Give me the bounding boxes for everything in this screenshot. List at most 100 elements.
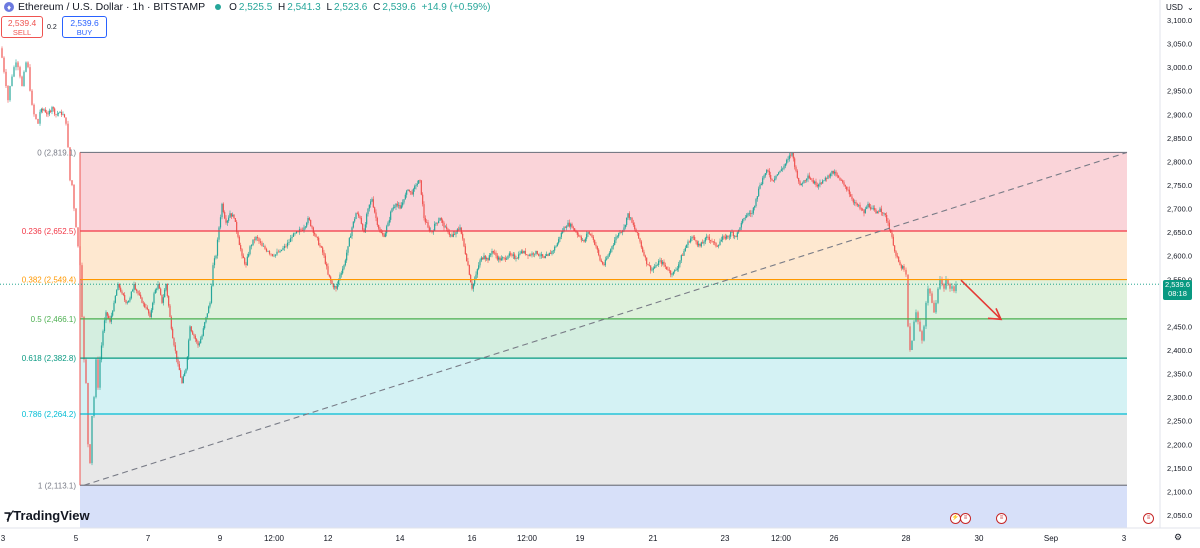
fib-fill-layer bbox=[80, 152, 1127, 528]
candle-body bbox=[704, 237, 706, 242]
candle-body bbox=[863, 210, 865, 214]
candles-layer bbox=[1, 46, 957, 466]
candle-body bbox=[760, 184, 762, 185]
candle-body bbox=[763, 175, 765, 179]
candle-body bbox=[842, 180, 844, 183]
candle-body bbox=[576, 232, 578, 235]
price-tick-label: 2,700.0 bbox=[1167, 205, 1192, 214]
candle-body bbox=[95, 359, 97, 398]
time-tick-label: 26 bbox=[830, 534, 839, 543]
candle-body bbox=[727, 235, 729, 237]
chevron-down-icon[interactable]: ⌄ bbox=[1187, 3, 1194, 12]
candle-body bbox=[595, 244, 597, 247]
candle-body bbox=[682, 255, 684, 256]
candle-body bbox=[822, 180, 824, 184]
buy-button[interactable]: 2,539.6 BUY bbox=[62, 16, 107, 38]
candle-body bbox=[466, 254, 468, 262]
candle-body bbox=[559, 236, 561, 240]
candle-body bbox=[848, 189, 850, 195]
candle-body bbox=[835, 171, 837, 176]
candle-body bbox=[71, 180, 73, 185]
time-tick-label: 7 bbox=[146, 534, 151, 543]
candle-body bbox=[216, 239, 219, 256]
drawings-layer[interactable] bbox=[0, 151, 1160, 486]
candle-body bbox=[297, 231, 299, 233]
candle-body bbox=[907, 274, 909, 327]
candle-body bbox=[50, 110, 52, 112]
candle-body bbox=[140, 294, 142, 298]
us-flag-icon[interactable]: ≡ bbox=[960, 513, 971, 524]
trend-line[interactable] bbox=[83, 151, 1128, 486]
candle-body bbox=[772, 180, 774, 181]
candle-body bbox=[887, 221, 889, 223]
candle-body bbox=[166, 284, 168, 296]
projection-arrow[interactable] bbox=[960, 279, 1002, 320]
candle-body bbox=[700, 242, 702, 247]
candle-body bbox=[348, 237, 350, 247]
candle-body bbox=[592, 236, 594, 240]
candle-body bbox=[860, 208, 862, 210]
candle-body bbox=[42, 108, 44, 111]
candle-body bbox=[544, 256, 546, 259]
candle-body bbox=[719, 241, 721, 246]
tradingview-logo[interactable]: ⁊⁄ TradingView bbox=[4, 507, 90, 524]
us-flag-icon[interactable]: ≡ bbox=[996, 513, 1007, 524]
candle-body bbox=[253, 239, 256, 241]
candle-body bbox=[492, 251, 494, 253]
symbol-title[interactable]: Ethereum / U.S. Dollar · 1h · BITSTAMP bbox=[18, 1, 206, 13]
candle-body bbox=[742, 219, 744, 223]
price-tick-label: 2,300.0 bbox=[1167, 393, 1192, 402]
candle-body bbox=[7, 86, 9, 101]
candle-body bbox=[178, 364, 180, 371]
candle-body bbox=[640, 241, 642, 248]
candle-body bbox=[395, 203, 397, 208]
candle-body bbox=[715, 242, 717, 247]
candle-body bbox=[782, 168, 784, 170]
candle-body bbox=[411, 191, 413, 195]
us-flag-icon[interactable]: ≡ bbox=[1143, 513, 1154, 524]
time-tick-label: 3 bbox=[1, 534, 6, 543]
candle-body bbox=[723, 236, 725, 238]
candle-body bbox=[706, 236, 708, 238]
candle-body bbox=[819, 182, 821, 185]
sell-button[interactable]: 2,539.4 SELL bbox=[1, 16, 43, 38]
candle-body bbox=[650, 265, 652, 271]
candle-body bbox=[886, 215, 888, 222]
candle-body bbox=[670, 270, 672, 275]
candle-body bbox=[826, 177, 828, 179]
candle-body bbox=[423, 204, 425, 218]
axis-settings-icon[interactable]: ⚙ bbox=[1174, 532, 1183, 542]
candle-body bbox=[764, 173, 766, 176]
candle-body bbox=[102, 331, 104, 346]
candle-body bbox=[756, 196, 758, 200]
candle-body bbox=[374, 207, 376, 213]
ethereum-icon: ♦ bbox=[4, 2, 14, 12]
price-axis[interactable]: 3,100.0 3,050.0 3,000.0 2,950.0 2,900.0 2,850… bbox=[1159, 0, 1200, 548]
candle-body bbox=[202, 328, 204, 336]
candle-body bbox=[474, 278, 476, 284]
candle-body bbox=[526, 254, 528, 255]
candle-body bbox=[572, 227, 574, 229]
candle-body bbox=[426, 222, 428, 223]
candle-body bbox=[774, 178, 776, 181]
candle-body bbox=[634, 224, 636, 230]
candle-body bbox=[574, 228, 576, 232]
candle-body bbox=[51, 107, 53, 112]
time-axis[interactable]: 3 5 7 9 12:00 12 14 16 12:00 19 21 23 12:00 26 28 30 Sep… bbox=[0, 527, 1200, 548]
candle-body bbox=[935, 302, 937, 313]
candle-body bbox=[658, 261, 660, 266]
candle-body bbox=[891, 232, 893, 237]
candle-body bbox=[699, 243, 701, 247]
candle-body bbox=[221, 203, 223, 218]
candle-body bbox=[310, 219, 312, 227]
fib-zone-0.382 bbox=[80, 279, 1127, 319]
candle-body bbox=[274, 254, 277, 256]
price-tick-label: 2,350.0 bbox=[1167, 370, 1192, 379]
candle-body bbox=[642, 247, 644, 252]
price-tick-label: 2,400.0 bbox=[1167, 346, 1192, 355]
candle-body bbox=[708, 236, 710, 241]
candle-body bbox=[332, 284, 334, 288]
currency-selector[interactable]: USD bbox=[1166, 3, 1183, 12]
candle-body bbox=[319, 245, 321, 247]
